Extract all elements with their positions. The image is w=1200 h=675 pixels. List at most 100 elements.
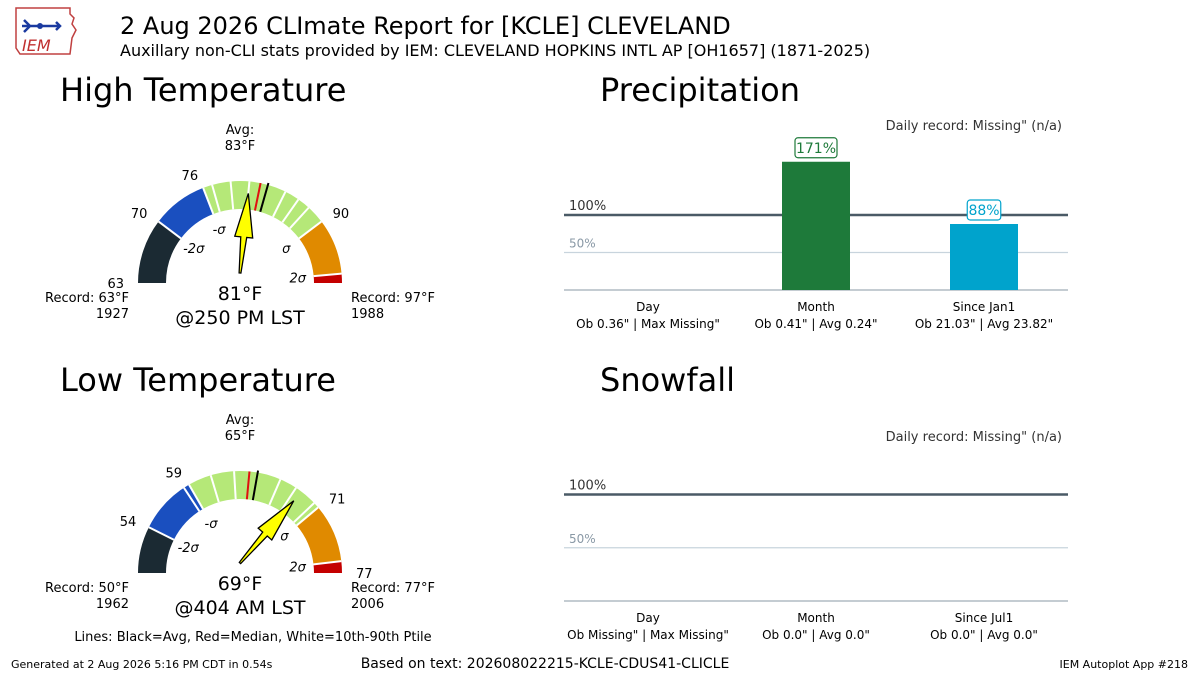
snow-reference-lines: 100% 50% (564, 479, 1068, 602)
percentile-line (209, 474, 220, 503)
gauge-tick-label: 76 (182, 169, 199, 184)
footer-based-on: Based on text: 202608022215-KCLE-CDUS41-… (361, 656, 730, 672)
category-label: Day (636, 611, 660, 625)
low-temp-observed: 69°F (218, 573, 263, 595)
reference-label-100: 100% (569, 199, 606, 214)
sigma-label: 2σ (289, 272, 306, 287)
sigma-label: -2σ (178, 541, 200, 556)
percentile-line (281, 198, 300, 223)
high-temp-sigma-labels: -2σ -σ σ 2σ (183, 223, 307, 287)
sigma-boundary-line (298, 220, 323, 240)
gauge-tick-label: 70 (131, 207, 148, 222)
percentile-line (183, 487, 201, 512)
category-detail: Ob 21.03" | Avg 23.82" (915, 317, 1053, 331)
percentile-line (279, 487, 297, 512)
high-temp-lines (157, 181, 342, 278)
median-line (253, 182, 262, 211)
high-temp-observed: 81°F (218, 283, 263, 305)
gauge-tick-label: 54 (120, 515, 137, 530)
sigma-boundary-line (157, 220, 182, 240)
bar-1 (782, 161, 850, 290)
gauge-band-below-minus2 (138, 221, 181, 283)
gauge-tick-label: 63 (107, 277, 124, 292)
sigma-boundary-line (148, 526, 175, 541)
percentile-line (272, 191, 287, 218)
sigma-boundary-line (313, 560, 342, 566)
gauge-band-minus2-minus1 (158, 187, 214, 239)
low-temp-sigma-labels: -2σ -σ σ2σ (178, 517, 307, 575)
high-temp-avg-label: Avg: (226, 123, 254, 138)
category-detail: Ob 0.0" | Avg 0.0" (930, 628, 1038, 642)
gauge-band-minus2-minus1 (148, 484, 203, 540)
gauge-band-plus1-plus2 (299, 221, 342, 277)
high-temp-ticks: 63 70 76 90 (107, 169, 349, 292)
high-temp-record-high-year: 1988 (351, 307, 384, 322)
percentile-line (293, 502, 315, 523)
reference-label-50: 50% (569, 532, 596, 546)
low-temp-record-low: Record: 50°F (45, 581, 129, 596)
snow-category-labels: Day Ob Missing" | Max Missing" Month Ob 0.0… (567, 611, 1038, 642)
average-line (251, 470, 260, 501)
sigma-label: σ (280, 530, 289, 545)
category-detail: Ob 0.0" | Avg 0.0" (762, 628, 870, 642)
gauge-band-below-minus2 (138, 527, 174, 573)
snow-title: Snowfall (600, 361, 735, 399)
high-temp-avg-value: 83°F (225, 139, 256, 154)
low-temp-record-high: Record: 77°F (351, 581, 435, 596)
low-temp-record-low-year: 1962 (96, 597, 129, 612)
bar-2 (950, 224, 1018, 290)
precip-title: Precipitation (600, 71, 800, 109)
snow-note: Daily record: Missing" (n/a) (886, 430, 1062, 445)
category-label: Since Jul1 (955, 611, 1013, 625)
low-temp-lines (148, 470, 342, 566)
low-temp-gauge: Low Temperature 54 59 71 77 -2σ -σ σ2σ Avg: 6… (45, 361, 435, 619)
sigma-boundary-line (296, 506, 319, 527)
high-temp-record-low-year: 1927 (96, 307, 129, 322)
precip-category-labels: Day Ob 0.36" | Max Missing" Month Ob 0.41" … (576, 300, 1053, 331)
high-temp-record-high: Record: 97°F (351, 291, 435, 306)
page-subtitle: Auxillary non-CLI stats provided by IEM:… (120, 41, 870, 60)
category-detail: Ob Missing" | Max Missing" (567, 628, 729, 642)
sigma-boundary-line (313, 272, 342, 278)
sigma-label: -2σ (183, 242, 205, 257)
category-label: Since Jan1 (953, 300, 1015, 314)
category-label: Month (797, 611, 835, 625)
sigma-label: 2σ (289, 560, 306, 575)
iem-logo: IEM (15, 7, 77, 55)
snowfall-chart: Snowfall Daily record: Missing" (n/a) 10… (564, 361, 1068, 642)
observed-value-arrow (233, 193, 254, 274)
bar-value-box (966, 199, 1002, 221)
gauge-tick-label: 77 (356, 567, 373, 582)
reference-label-50: 50% (569, 237, 596, 251)
low-temp-avg-value: 65°F (225, 429, 256, 444)
gauge-tick-label: 71 (329, 492, 346, 507)
sigma-boundary-line (202, 187, 215, 215)
low-temp-title: Low Temperature (60, 361, 336, 399)
footer-app: IEM Autoplot App #218 (1060, 658, 1189, 671)
low-temp-record-high-year: 2006 (351, 597, 384, 612)
sigma-label: -σ (205, 517, 219, 532)
sigma-label: -σ (213, 223, 227, 238)
category-detail: Ob 0.36" | Max Missing" (576, 317, 720, 331)
precip-bars: 171% 88% (782, 137, 1018, 290)
precip-note: Daily record: Missing" (n/a) (886, 119, 1062, 134)
percentile-line (233, 471, 237, 500)
percentile-line (268, 478, 282, 506)
median-line (245, 471, 251, 500)
percentile-line (289, 206, 310, 229)
bar-value-label: 171% (796, 141, 836, 157)
high-temp-time: @250 PM LST (175, 307, 305, 329)
average-line (259, 182, 270, 213)
logo-text: IEM (22, 36, 51, 55)
bar-value-label: 88% (968, 203, 999, 219)
sigma-boundary-line (188, 484, 204, 510)
footer-generated: Generated at 2 Aug 2026 5:16 PM CDT in 0… (11, 658, 273, 671)
category-detail: Ob 0.41" | Avg 0.24" (754, 317, 877, 331)
percentile-line (211, 184, 221, 213)
low-temp-time: @404 AM LST (175, 597, 306, 619)
gauge-tick-label: 59 (165, 467, 182, 482)
gauge-band-plus1-plus2 (296, 507, 342, 565)
category-label: Day (636, 300, 660, 314)
